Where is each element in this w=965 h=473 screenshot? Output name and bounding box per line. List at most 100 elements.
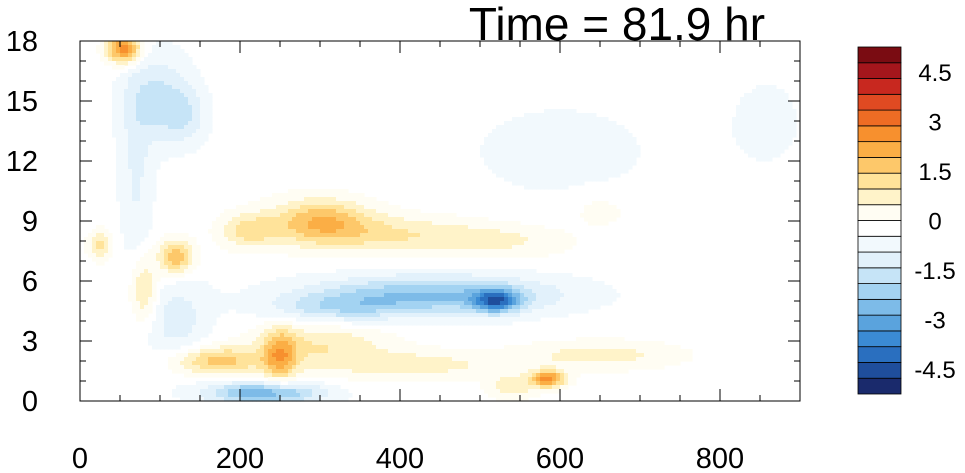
heatmap-cell [144,289,149,294]
heatmap-cell [268,281,273,286]
heatmap-cell [248,205,253,210]
heatmap-cell [512,133,517,138]
heatmap-cell [528,317,533,322]
heatmap-cell [96,241,101,246]
heatmap-cell [560,121,565,126]
heatmap-cell [140,117,145,122]
heatmap-cell [564,145,569,150]
heatmap-cell [188,73,193,78]
heatmap-cell [476,225,481,230]
heatmap-cell [140,317,145,322]
heatmap-cell [172,309,177,314]
heatmap-cell [384,341,389,346]
heatmap-cell [256,249,261,254]
heatmap-cell [512,165,517,170]
heatmap-cell [232,241,237,246]
heatmap-cell [760,133,765,138]
heatmap-cell [540,125,545,130]
heatmap-cell [192,349,197,354]
heatmap-cell [144,137,149,142]
heatmap-cell [248,213,253,218]
heatmap-cell [372,321,377,326]
heatmap-cell [564,173,569,178]
heatmap-cell [516,229,521,234]
heatmap-cell [416,309,421,314]
heatmap-cell [544,153,549,158]
heatmap-cell [96,261,101,266]
heatmap-cell [508,317,513,322]
heatmap-cell [548,173,553,178]
heatmap-cell [320,293,325,298]
heatmap-cell [348,301,353,306]
heatmap-cell [284,297,289,302]
heatmap-cell [372,241,377,246]
heatmap-cell [236,341,241,346]
heatmap-cell [548,313,553,318]
heatmap-cell [148,197,153,202]
heatmap-cell [368,329,373,334]
heatmap-cell [536,133,541,138]
heatmap-cell [352,273,357,278]
heatmap-cell [204,301,209,306]
heatmap-cell [348,341,353,346]
heatmap-cell [600,149,605,154]
heatmap-cell [592,337,597,342]
heatmap-cell [548,241,553,246]
heatmap-cell [772,89,777,94]
heatmap-cell [256,289,261,294]
heatmap-cell [364,281,369,286]
heatmap-cell [240,233,245,238]
heatmap-cell [428,241,433,246]
heatmap-cell [632,145,637,150]
heatmap-cell [776,141,781,146]
heatmap-cell [484,313,489,318]
heatmap-cell [520,269,525,274]
heatmap-cell [380,293,385,298]
heatmap-cell [564,313,569,318]
heatmap-cell [620,153,625,158]
heatmap-cell [484,153,489,158]
heatmap-cell [536,141,541,146]
heatmap-cell [788,141,793,146]
heatmap-cell [288,321,293,326]
heatmap-cell [136,137,141,142]
heatmap-cell [568,125,573,130]
heatmap-cell [400,225,405,230]
heatmap-cell [116,97,121,102]
heatmap-cell [400,213,405,218]
heatmap-cell [132,309,137,314]
heatmap-cell [160,89,165,94]
heatmap-cell [520,353,525,358]
heatmap-cell [124,41,129,46]
heatmap-cell [192,353,197,358]
heatmap-cell [136,53,141,58]
heatmap-cell [188,305,193,310]
heatmap-cell [296,313,301,318]
heatmap-cell [464,281,469,286]
heatmap-cell [736,113,741,118]
heatmap-cell [280,349,285,354]
heatmap-cell [112,97,117,102]
heatmap-cell [148,141,153,146]
heatmap-cell [140,177,145,182]
heatmap-cell [748,137,753,142]
heatmap-cell [244,241,249,246]
heatmap-cell [612,209,617,214]
heatmap-cell [496,269,501,274]
heatmap-cell [496,293,501,298]
heatmap-cell [508,237,513,242]
heatmap-cell [764,141,769,146]
heatmap-cell [420,281,425,286]
heatmap-cell [440,249,445,254]
heatmap-cell [768,133,773,138]
heatmap-cell [132,189,137,194]
heatmap-cell [532,241,537,246]
heatmap-cell [392,321,397,326]
heatmap-cell [568,245,573,250]
heatmap-cell [128,189,133,194]
heatmap-cell [152,289,157,294]
heatmap-cell [156,77,161,82]
heatmap-cell [340,337,345,342]
heatmap-cell [556,141,561,146]
heatmap-cell [568,273,573,278]
